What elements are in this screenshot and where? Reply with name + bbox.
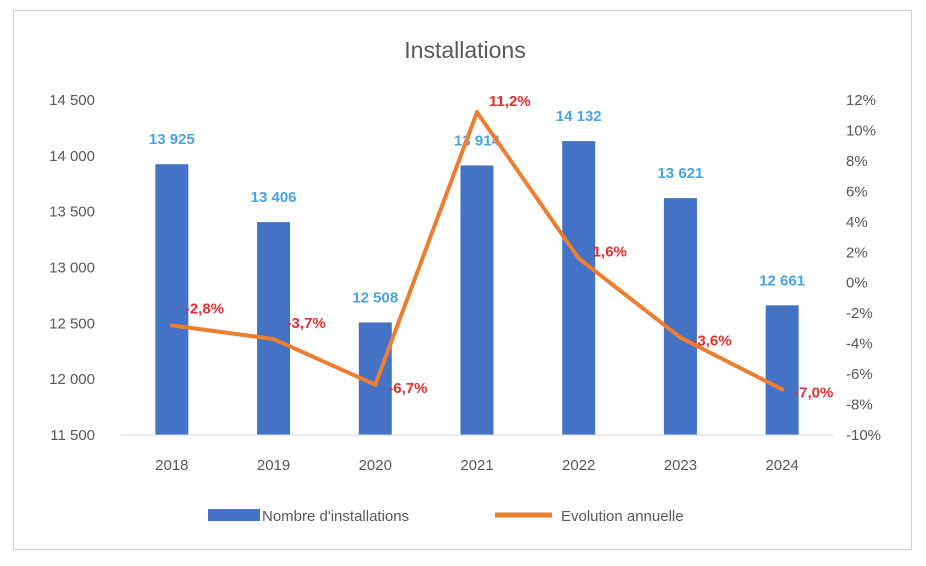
line-data-label: -3,6%	[692, 333, 731, 350]
bar-2022	[562, 141, 596, 436]
legend-bar-label: Nombre d'installations	[262, 508, 409, 525]
line-data-label: -6,7%	[388, 380, 427, 397]
bar-data-label: 12 661	[759, 272, 805, 289]
legend-line-label: Evolution annuelle	[561, 508, 684, 525]
right-axis-tick: -10%	[846, 427, 881, 444]
x-axis-tick: 2020	[359, 457, 392, 474]
right-axis-tick: -8%	[846, 397, 873, 414]
bar-2023	[663, 198, 697, 435]
line-point	[678, 335, 683, 340]
bar-data-label: 14 132	[556, 108, 602, 125]
line-point	[271, 337, 276, 342]
left-axis-tick: 11 500	[50, 427, 95, 444]
line-point	[780, 387, 785, 392]
line-data-label: 1,6%	[593, 243, 627, 260]
legend: Nombre d'installations Evolution annuell…	[208, 508, 684, 525]
left-axis-tick: 12 000	[49, 371, 95, 388]
line-point	[169, 323, 174, 328]
right-axis-tick: -2%	[846, 305, 873, 322]
line-data-label: -7,0%	[794, 384, 833, 401]
bar-2021	[460, 165, 494, 436]
left-axis-tick: 14 000	[49, 148, 95, 165]
left-axis-tick: 12 500	[49, 315, 95, 332]
x-axis-tick: 2024	[765, 457, 798, 474]
right-axis-tick: 6%	[846, 183, 868, 200]
line-data-label: 11,2%	[489, 93, 531, 110]
right-axis-tick: 0%	[846, 275, 868, 292]
chart-title: Installations	[404, 37, 525, 63]
left-axis-tick: 14 500	[49, 92, 95, 109]
x-axis-tick: 2023	[664, 457, 697, 474]
x-axis-tick: 2019	[257, 457, 290, 474]
bar-2019	[257, 222, 291, 435]
line-point	[475, 110, 479, 115]
right-axis-tick: 12%	[846, 92, 876, 109]
line-point	[373, 382, 378, 387]
bar-data-label: 13 925	[149, 131, 195, 148]
line-data-label: -3,7%	[287, 315, 326, 332]
bar-data-label: 12 508	[352, 289, 398, 306]
bar-2024	[765, 305, 799, 435]
line-point	[576, 256, 581, 261]
x-axis-tick: 2018	[155, 457, 188, 474]
left-axis-tick: 13 000	[49, 260, 95, 277]
bar-data-label: 13 621	[657, 165, 703, 182]
bar-data-label: 13 406	[251, 189, 297, 206]
right-axis-tick: 8%	[846, 153, 868, 170]
left-axis-tick: 13 500	[49, 204, 95, 221]
x-axis-tick: 2022	[562, 457, 595, 474]
right-axis-tick: -4%	[846, 336, 873, 353]
right-axis-tick: 2%	[846, 244, 868, 261]
x-axis-tick: 2021	[460, 457, 493, 474]
right-axis-tick: 10%	[846, 122, 876, 139]
right-axis-tick: -6%	[846, 366, 873, 383]
line-data-label: -2,8%	[185, 300, 224, 317]
legend-bar-swatch	[208, 509, 260, 521]
bar-2018	[155, 164, 189, 436]
right-axis-tick: 4%	[846, 214, 868, 231]
